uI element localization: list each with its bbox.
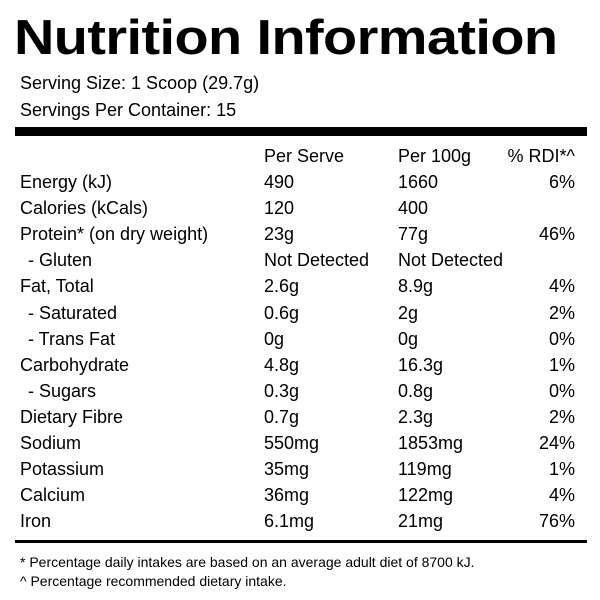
per-100g-value: 0g bbox=[398, 329, 419, 349]
header-rdi: % RDI*^ bbox=[507, 146, 575, 166]
per-serve-value: 36mg bbox=[264, 485, 310, 505]
header-per-100g: Per 100g bbox=[398, 146, 472, 166]
per-serve-value: 2.6g bbox=[264, 276, 300, 296]
rdi-value: 46% bbox=[538, 224, 575, 244]
rdi-value: 24% bbox=[538, 433, 575, 453]
nutrient-label: Potassium bbox=[20, 459, 105, 479]
per-serve-value: 120 bbox=[264, 198, 295, 218]
per-serve-value: 490 bbox=[264, 172, 295, 192]
rdi-value: 4% bbox=[548, 485, 575, 505]
nutrient-label: - Sugars bbox=[28, 381, 97, 401]
rdi-value: 1% bbox=[548, 355, 575, 375]
rdi-value: 0% bbox=[548, 329, 575, 349]
per-serve-value: 550mg bbox=[264, 433, 320, 453]
nutrient-label: - Trans Fat bbox=[28, 329, 116, 349]
footnote-rdi-basis: * Percentage daily intakes are based on … bbox=[20, 554, 475, 570]
per-100g-value: 1853mg bbox=[398, 433, 464, 453]
nutrient-label: - Saturated bbox=[28, 303, 118, 323]
rdi-value: 0% bbox=[548, 381, 575, 401]
per-100g-value: 2g bbox=[398, 303, 419, 323]
nutrition-table: Per Serve Per 100g % RDI*^ Energy (kJ) 49… bbox=[20, 146, 575, 531]
rdi-value: 2% bbox=[548, 407, 575, 427]
per-100g-value: 400 bbox=[398, 198, 429, 218]
divider bbox=[15, 540, 587, 543]
servings-per-container: Servings Per Container: 15 bbox=[20, 100, 237, 120]
serving-size: Serving Size: 1 Scoop (29.7g) bbox=[20, 73, 260, 93]
per-100g-value: 2.3g bbox=[398, 407, 434, 427]
per-100g-value: 8.9g bbox=[398, 276, 434, 296]
nutrient-label: Protein* (on dry weight) bbox=[20, 224, 209, 244]
rdi-value: 1% bbox=[548, 459, 575, 479]
per-100g-value: 122mg bbox=[398, 485, 454, 505]
rdi-value: 2% bbox=[548, 303, 575, 323]
per-100g-value: 119mg bbox=[398, 459, 452, 479]
nutrient-label: Carbohydrate bbox=[20, 355, 130, 375]
rdi-value: 4% bbox=[548, 276, 575, 296]
per-serve-value: 6.1mg bbox=[264, 511, 315, 531]
per-serve-value: 0.3g bbox=[264, 381, 300, 401]
per-100g-value: 0.8g bbox=[398, 381, 434, 401]
page-title: Nutrition Information bbox=[14, 11, 558, 65]
heavy-divider bbox=[15, 127, 587, 136]
rdi-value: 76% bbox=[538, 511, 575, 531]
nutrient-label: - Gluten bbox=[28, 250, 93, 270]
nutrient-label: Calcium bbox=[20, 485, 86, 505]
nutrient-label: Calories (kCals) bbox=[20, 198, 149, 218]
footnote-recommended-intake: ^ Percentage recommended dietary intake. bbox=[20, 573, 287, 589]
per-serve-value: 35mg bbox=[264, 459, 310, 479]
per-serve-value: 0.6g bbox=[264, 303, 300, 323]
rdi-value: 6% bbox=[548, 172, 575, 192]
per-serve-value: 4.8g bbox=[264, 355, 300, 375]
per-serve-value: 0.7g bbox=[264, 407, 300, 427]
per-100g-value: 16.3g bbox=[398, 355, 444, 375]
per-serve-value: 23g bbox=[264, 224, 295, 244]
per-serve-value: 0g bbox=[264, 329, 285, 349]
nutrient-label: Sodium bbox=[20, 433, 82, 453]
per-100g-value: 1660 bbox=[398, 172, 439, 192]
nutrient-label: Dietary Fibre bbox=[20, 407, 124, 427]
per-100g-value: 21mg bbox=[398, 511, 444, 531]
nutrient-label: Iron bbox=[20, 511, 52, 531]
per-serve-value: Not Detected bbox=[264, 250, 370, 270]
per-100g-value: 77g bbox=[398, 224, 429, 244]
nutrient-label: Energy (kJ) bbox=[20, 172, 113, 192]
nutrient-label: Fat, Total bbox=[20, 276, 94, 296]
per-100g-value: Not Detected bbox=[398, 250, 504, 270]
header-per-serve: Per Serve bbox=[264, 146, 345, 166]
